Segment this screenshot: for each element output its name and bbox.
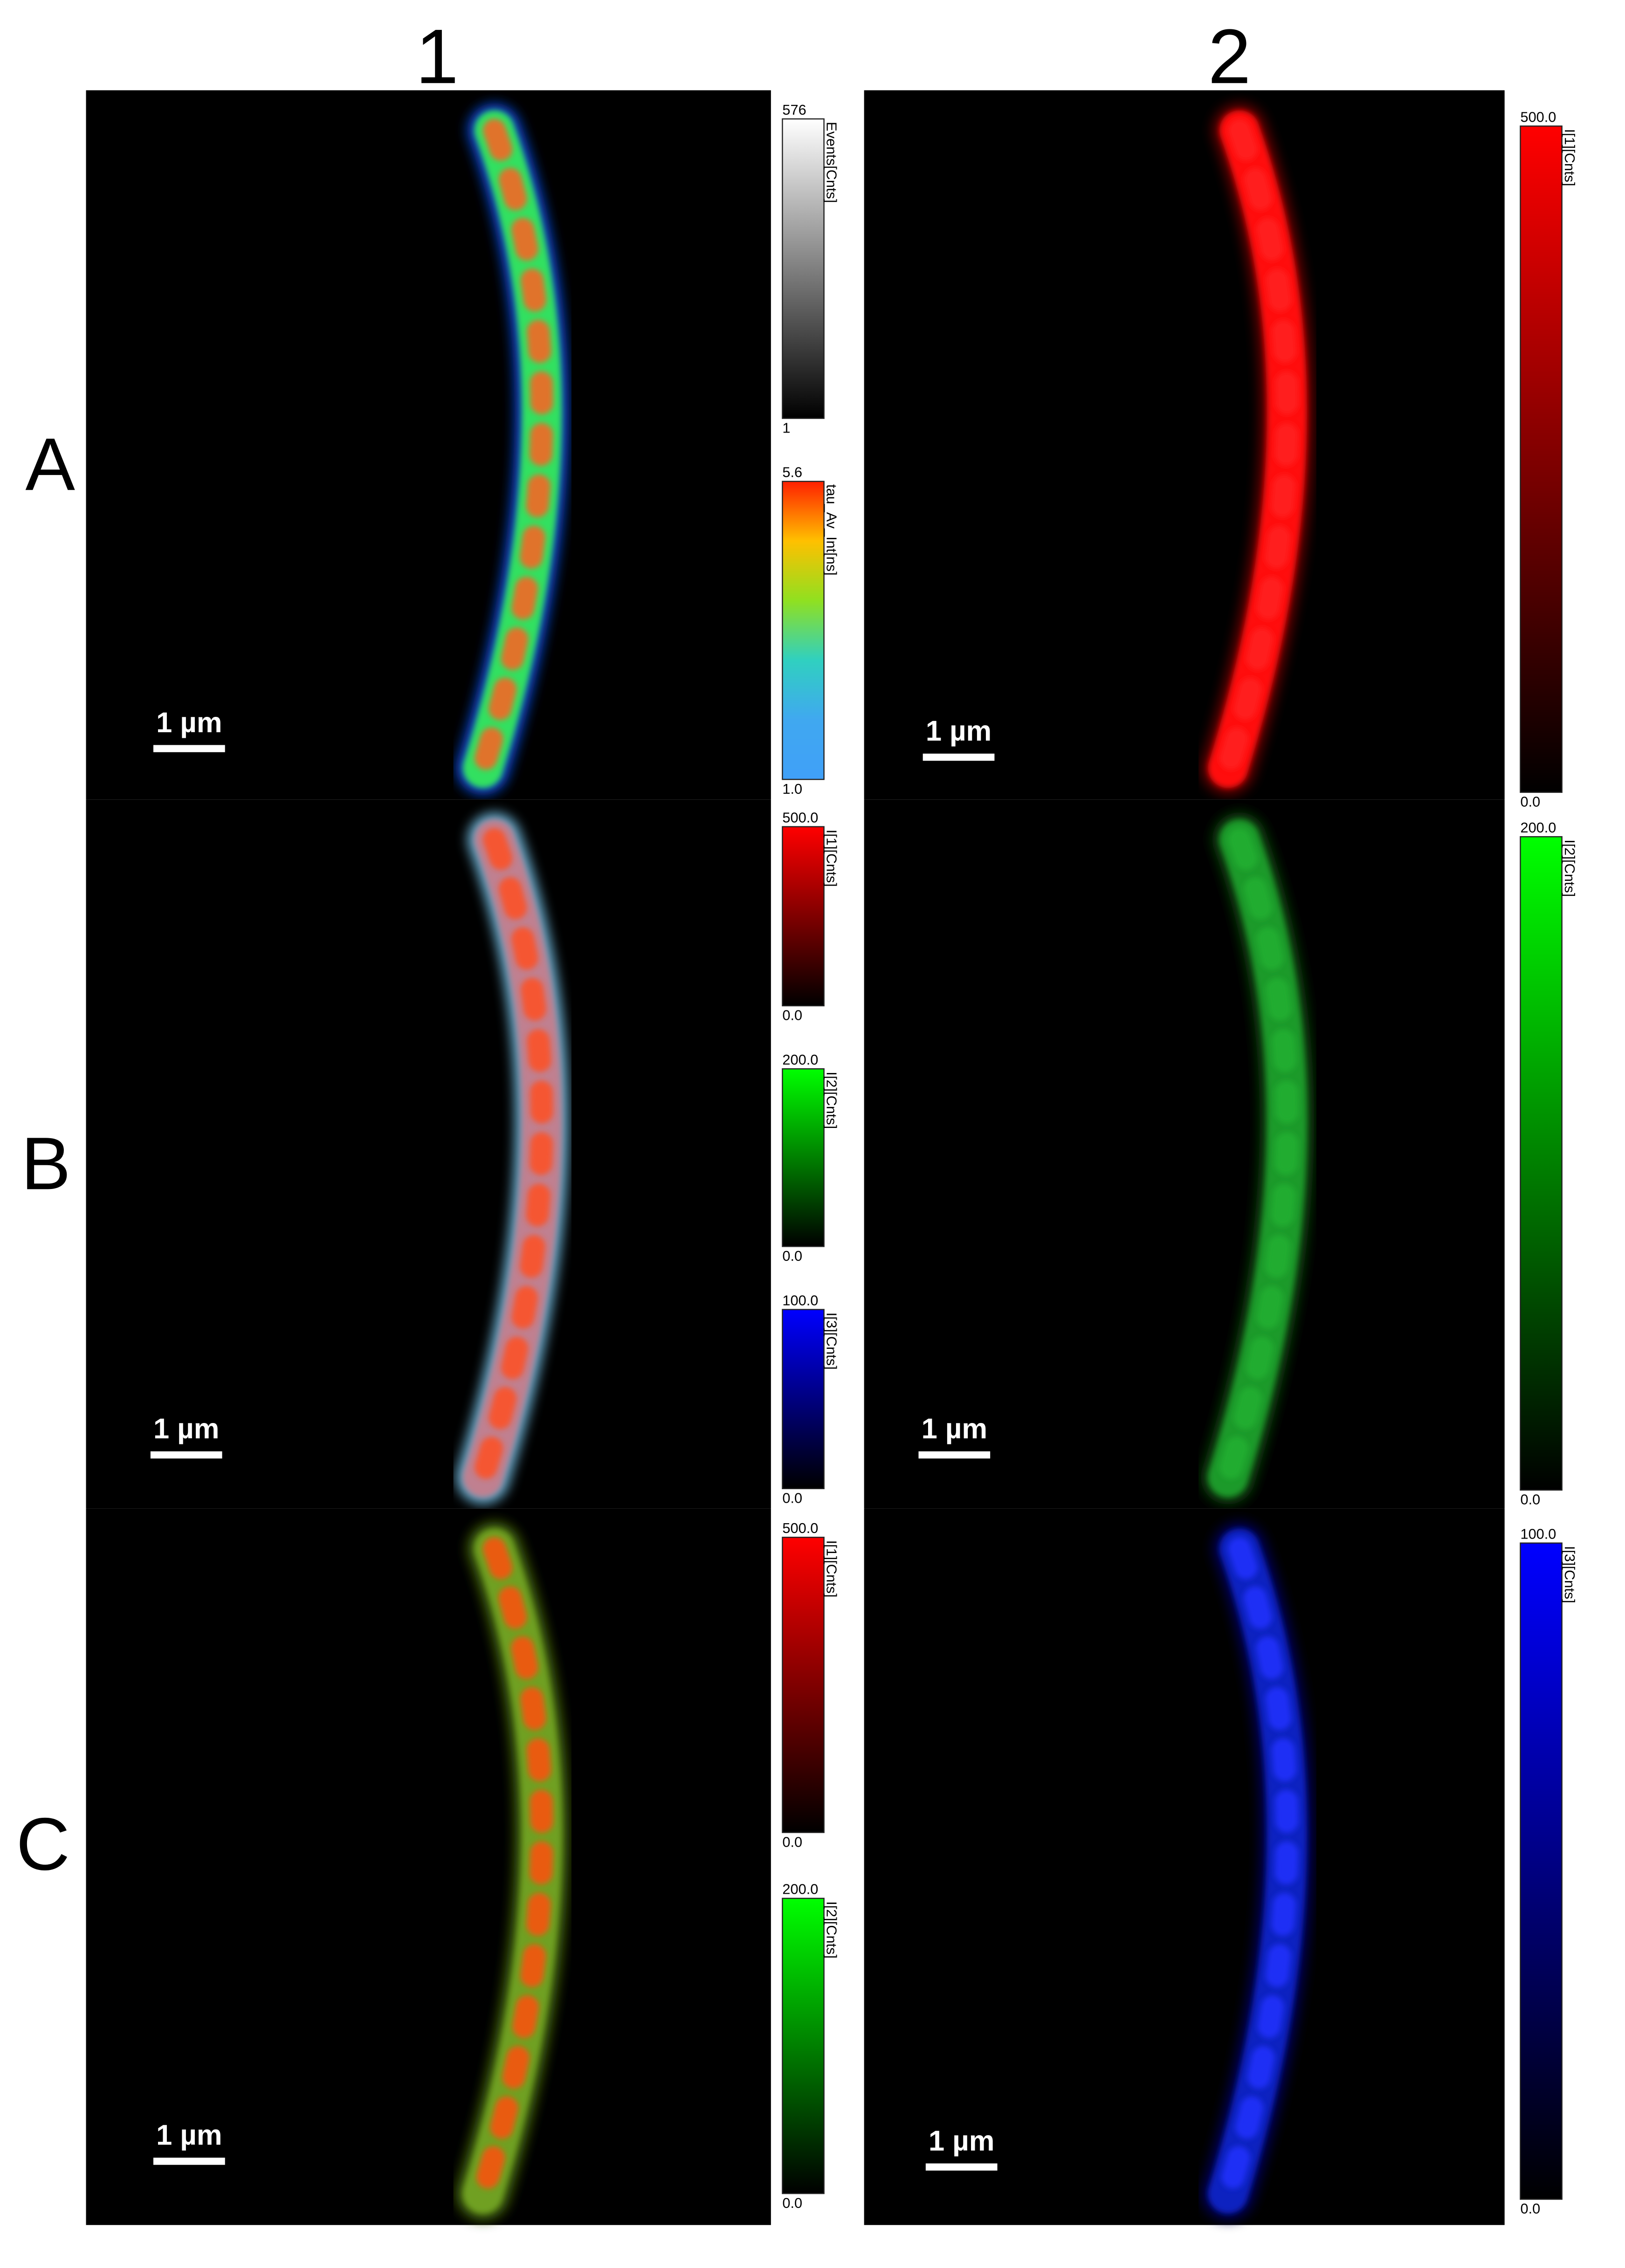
colorbar-title: tau_Av_Int[ns] <box>824 484 840 576</box>
colorbar: 100.0 0.0 I[3][Cnts] <box>782 1292 840 1506</box>
colorbar: 200.0 0.0 I[2][Cnts] <box>782 1881 840 2211</box>
colorbar-max: 100.0 <box>782 1292 818 1308</box>
colorbar-gradient <box>782 1537 825 1833</box>
colorbar-min: 1.0 <box>782 781 802 797</box>
colorbar-gradient <box>782 118 825 419</box>
colorbar-gradient <box>782 481 825 780</box>
colorbar-gradient <box>782 826 825 1007</box>
row-label: B <box>21 1121 71 1205</box>
colorbar: 500.0 0.0 I[1][Cnts] <box>782 809 840 1024</box>
colorbar: 500.0 0.0 I[1][Cnts] <box>1520 109 1578 810</box>
colorbar-min: 0.0 <box>782 1007 802 1024</box>
colorbar-max: 5.6 <box>782 464 802 481</box>
colorbar-title: I[1][Cnts] <box>824 830 840 887</box>
scale-bar-label: 1 µm <box>156 707 222 739</box>
scale-bar-label: 1 µm <box>922 1413 987 1445</box>
image-panel: 1 µm <box>864 90 1505 800</box>
colorbar-max: 200.0 <box>782 1052 818 1068</box>
colorbar-title: I[2][Cnts] <box>824 1072 840 1129</box>
colorbar-min: 0.0 <box>782 2195 802 2211</box>
colorbar: 5.6 1.0 tau_Av_Int[ns] <box>782 464 840 797</box>
colorbar-gradient <box>782 1897 825 2194</box>
cell-foci <box>471 828 553 1489</box>
cell-foci <box>471 119 553 780</box>
colorbar-min: 0.0 <box>782 1490 802 1506</box>
colorbar-gradient <box>1520 125 1563 793</box>
scale-bar-label: 1 µm <box>153 1413 219 1445</box>
scale-bar <box>925 2163 998 2171</box>
scale-bar <box>153 745 225 752</box>
colorbar-title: I[1][Cnts] <box>824 1540 840 1597</box>
cell-foci <box>1216 119 1299 780</box>
colorbar-gradient <box>1520 836 1563 1491</box>
scale-bar <box>150 1451 222 1459</box>
colorbar-max: 200.0 <box>782 1881 818 1897</box>
colorbar: 200.0 0.0 I[2][Cnts] <box>782 1052 840 1264</box>
column-label: 2 <box>1208 14 1251 100</box>
row-label: A <box>25 422 75 506</box>
cell-foci <box>1216 1537 1299 2205</box>
colorbar-max: 500.0 <box>1521 109 1556 125</box>
colorbar-title: I[3][Cnts] <box>824 1313 840 1370</box>
image-panel: 1 µm <box>86 799 771 1509</box>
colorbar-title: I[2][Cnts] <box>824 1901 840 1959</box>
colorbar-title: Events[Cnts] <box>824 122 840 203</box>
cell-foci <box>1216 828 1299 1489</box>
colorbar-gradient <box>782 1068 825 1247</box>
colorbar: 100.0 0.0 I[3][Cnts] <box>1520 1526 1578 2217</box>
colorbar: 576 1 Events[Cnts] <box>782 102 840 436</box>
image-panel: 1 µm <box>864 1508 1505 2225</box>
colorbar-max: 500.0 <box>782 809 818 825</box>
colorbar-max: 100.0 <box>1521 1526 1556 1542</box>
scale-bar-label: 1 µm <box>926 715 992 747</box>
image-panel: 1 µm <box>864 799 1505 1509</box>
colorbar-max: 500.0 <box>782 1520 818 1536</box>
colorbar-title: I[3][Cnts] <box>1562 1546 1578 1603</box>
scale-bar-label: 1 µm <box>156 2119 222 2151</box>
colorbar-gradient <box>782 1309 825 1490</box>
row-label: C <box>16 1802 70 1885</box>
scale-bar-label: 1 µm <box>929 2125 994 2157</box>
micrograph <box>86 90 771 800</box>
column-label: 1 <box>415 14 458 100</box>
micrograph <box>864 90 1505 800</box>
micrograph <box>864 799 1505 1509</box>
colorbar-max: 576 <box>782 102 806 118</box>
colorbar: 200.0 0.0 I[2][Cnts] <box>1520 819 1578 1508</box>
colorbar-title: I[2][Cnts] <box>1562 839 1578 897</box>
micrograph <box>86 1508 771 2225</box>
colorbar-min: 0.0 <box>782 1834 802 1850</box>
image-panel: 1 µm <box>86 1508 771 2225</box>
colorbar-min: 0.0 <box>782 1248 802 1264</box>
colorbar-min: 0.0 <box>1521 794 1541 810</box>
colorbar-min: 1 <box>782 419 790 436</box>
colorbar-min: 0.0 <box>1521 1491 1541 1508</box>
colorbar-min: 0.0 <box>1521 2200 1541 2217</box>
micrograph <box>864 1508 1505 2225</box>
micrograph <box>86 799 771 1509</box>
scale-bar <box>918 1451 991 1459</box>
colorbar: 500.0 0.0 I[1][Cnts] <box>782 1520 840 1850</box>
scale-bar <box>153 2158 225 2165</box>
colorbar-max: 200.0 <box>1521 819 1556 836</box>
cell-foci <box>471 1537 553 2205</box>
scale-bar <box>923 753 995 761</box>
colorbar-gradient <box>1520 1542 1563 2200</box>
colorbar-title: I[1][Cnts] <box>1562 129 1578 186</box>
image-panel: 1 µm <box>86 90 771 800</box>
